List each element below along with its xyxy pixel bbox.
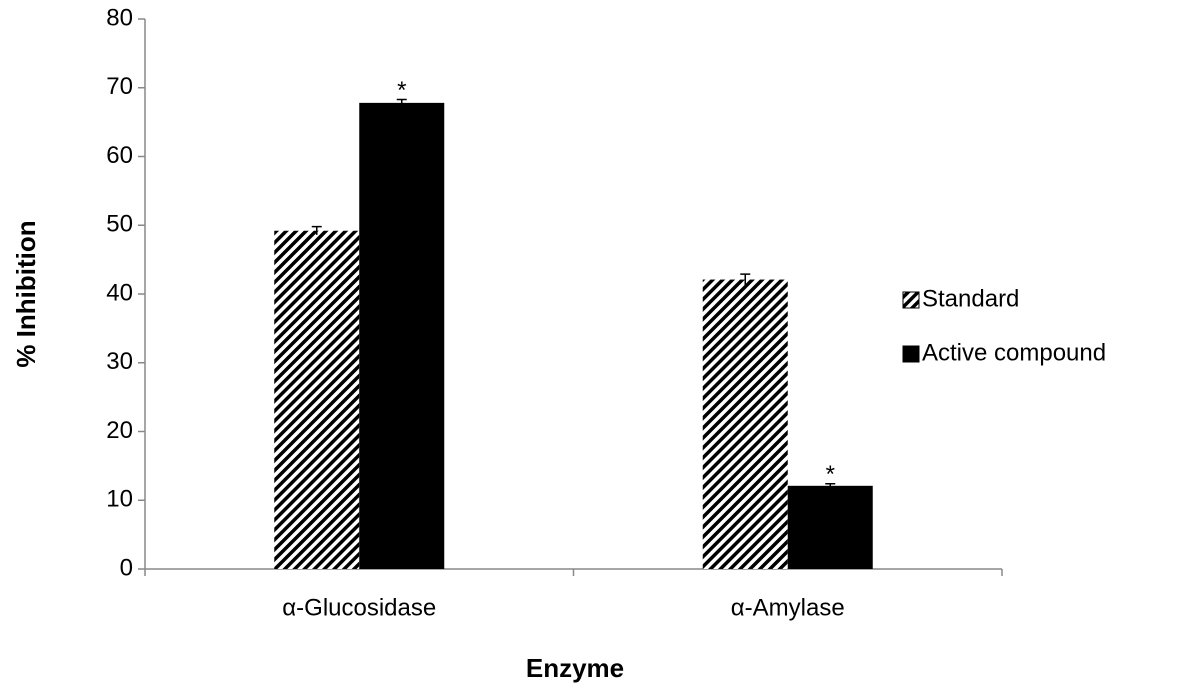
- x-tick-label: α-Glucosidase: [282, 594, 436, 621]
- error-bar: [825, 483, 836, 488]
- bar: [359, 102, 445, 569]
- y-tick-label: 80: [106, 4, 133, 31]
- y-tick-label: 10: [106, 486, 133, 513]
- legend-label: Standard: [922, 285, 1019, 312]
- error-bar: [396, 98, 407, 107]
- bar: [787, 485, 873, 569]
- error-bar: [740, 273, 751, 286]
- error-bar: [311, 225, 322, 235]
- x-tick-label: α-Amylase: [731, 594, 845, 621]
- y-tick-label: 70: [106, 73, 133, 100]
- y-tick-label: 20: [106, 417, 133, 444]
- y-tick-label: 30: [106, 348, 133, 375]
- y-axis-title: % Inhibition: [11, 220, 41, 367]
- y-tick-label: 60: [106, 142, 133, 169]
- y-tick-label: 0: [120, 554, 133, 581]
- legend-label: Active compound: [922, 339, 1106, 366]
- significance-mark: *: [397, 77, 406, 104]
- legend-swatch: [902, 345, 920, 363]
- legend-swatch: [902, 291, 920, 309]
- significance-mark: *: [826, 461, 835, 488]
- bar: [274, 230, 360, 569]
- x-axis-title: Enzyme: [526, 653, 624, 683]
- bar: [702, 279, 788, 569]
- y-tick-label: 50: [106, 211, 133, 238]
- y-tick-label: 40: [106, 279, 133, 306]
